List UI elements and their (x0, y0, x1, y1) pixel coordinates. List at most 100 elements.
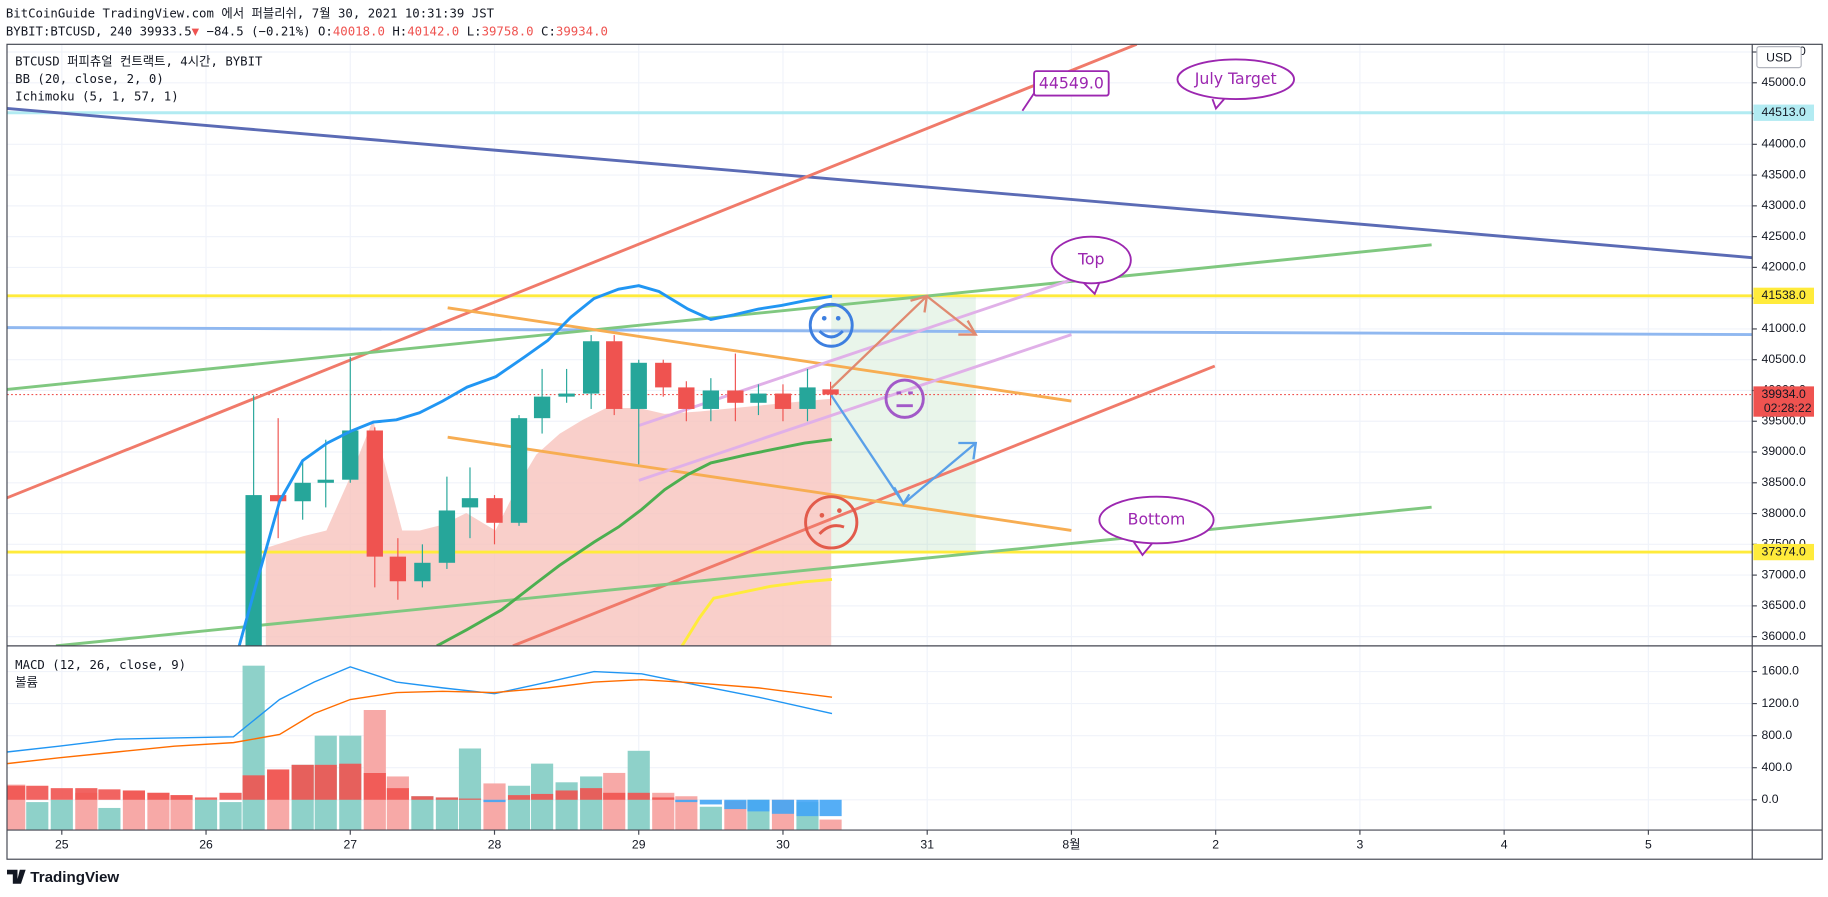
level-label: 41538.0 (1762, 288, 1806, 302)
histogram-bar (627, 792, 650, 800)
y-tick-label: 40500.0 (1762, 352, 1806, 366)
histogram-bar (771, 799, 795, 814)
histogram-bar (699, 799, 722, 805)
volume-bar (580, 776, 603, 831)
histogram-bar (267, 769, 290, 800)
volume-bar (675, 796, 698, 831)
y-tick-label: 45000.0 (1762, 75, 1806, 89)
speech-bubble (1098, 495, 1215, 545)
histogram-bar (580, 788, 603, 800)
candle-body (510, 418, 528, 523)
volume-bar (458, 748, 482, 831)
arrowhead (910, 294, 929, 313)
annotation: July Target (1194, 69, 1277, 88)
arrowhead (958, 320, 978, 336)
x-tick-label: 26 (199, 837, 213, 851)
indicator-label: BB (20, close, 2, 0) (15, 72, 164, 86)
y-tick-label: 42000.0 (1762, 260, 1806, 274)
pane-title: BTCUSD 퍼피츄얼 컨트랙트, 4시간, BYBIT (15, 54, 263, 68)
volume-bar (122, 790, 145, 831)
candle-body (558, 393, 575, 397)
candle-body (414, 562, 431, 582)
histogram-bar (26, 785, 49, 800)
macd-line (6, 678, 833, 765)
histogram-bar (50, 788, 73, 800)
histogram-bar (747, 799, 770, 812)
histogram-bar (122, 790, 145, 800)
histogram-bar (531, 793, 554, 800)
annotation: Top (1077, 249, 1105, 268)
indicator-line (436, 438, 833, 646)
volume-bar (98, 807, 121, 831)
candle-body (269, 495, 287, 502)
logo (6, 869, 26, 884)
x-tick-label: 25 (55, 837, 69, 851)
indicator-line (237, 284, 833, 646)
y-tick-label: 36500.0 (1762, 598, 1806, 612)
ohlc-label: H: (392, 24, 407, 38)
levels (6, 111, 1753, 554)
volume-bar (603, 772, 626, 831)
sad-face (804, 495, 859, 550)
histogram-bar (363, 773, 386, 800)
histogram-bar (219, 792, 242, 800)
volume-bar (435, 797, 458, 831)
ohlc-label: L: (467, 24, 482, 38)
frown (818, 524, 845, 535)
ohlc-value: 39934.0 (556, 24, 608, 38)
candle-body (342, 430, 359, 480)
emojis (804, 302, 925, 550)
histogram-bar (194, 797, 218, 800)
histogram-bar (483, 799, 506, 803)
candle-body (461, 498, 479, 508)
volume-bar (411, 796, 434, 831)
channel-line (447, 306, 1072, 403)
volume-bar (363, 709, 386, 831)
volume-bar (147, 792, 170, 831)
candle-body (533, 396, 551, 419)
candle-body (799, 387, 816, 409)
countdown: 02:28:22 (1764, 401, 1812, 415)
x-tick-label: 28 (488, 837, 502, 851)
y-tick-label: 37000.0 (1762, 567, 1806, 581)
volume-bar (386, 776, 409, 831)
y-tick-label: 38000.0 (1762, 506, 1806, 520)
neutral-face (884, 378, 925, 419)
histogram-bar (819, 799, 842, 817)
currency-box (1756, 46, 1802, 69)
histogram-bar (170, 795, 193, 800)
histogram-bar (675, 799, 698, 803)
y-tick-label: 44000.0 (1762, 137, 1806, 151)
level-label-box (1753, 386, 1815, 417)
trend-line (6, 44, 1138, 500)
histogram-bar (6, 785, 26, 800)
arrowhead (893, 486, 911, 506)
x-tick-label: 5 (1645, 837, 1652, 851)
callouts (1021, 58, 1295, 557)
histogram-bar (458, 798, 482, 800)
y-tick-label: 1600.0 (1762, 664, 1800, 678)
candle-body (774, 393, 792, 409)
volume-bar (699, 806, 722, 831)
y-tick-label: 41000.0 (1762, 321, 1806, 335)
candle-body (389, 556, 407, 582)
volume-bar (242, 665, 265, 831)
level-label: 37374.0 (1762, 544, 1806, 558)
candle-body (822, 389, 839, 395)
smile (818, 330, 844, 339)
border (6, 43, 1823, 860)
candles (237, 284, 839, 646)
macd-pane (6, 665, 1753, 831)
candle-body (727, 390, 744, 403)
volume-bar (483, 783, 506, 831)
y-tick-label: 38500.0 (1762, 475, 1806, 489)
volume-bar (652, 792, 675, 831)
y-tick-label: 39000.0 (1762, 444, 1806, 458)
channel-line (447, 435, 1072, 532)
histogram-bar (242, 775, 265, 800)
callout-pointer (1021, 92, 1035, 112)
frame (6, 43, 1823, 860)
histogram-bar (411, 796, 434, 800)
y-tick-label: 800.0 (1762, 728, 1793, 742)
